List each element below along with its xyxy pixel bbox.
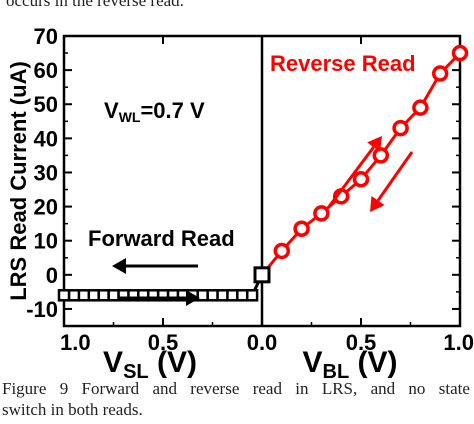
- y-tick-label: 50: [34, 92, 58, 117]
- caption-word: state: [438, 379, 470, 398]
- y-tick-label: -10: [26, 297, 58, 322]
- caption-word: 9: [59, 379, 69, 398]
- y-tick-label: 70: [34, 24, 58, 49]
- caption-word: in: [295, 379, 309, 398]
- forward-read-label: Forward Read: [88, 226, 235, 251]
- caption-line-2: switch in both reads.: [2, 400, 143, 419]
- y-tick-label: 30: [34, 160, 58, 185]
- x-tick-label: 1.0: [60, 330, 91, 355]
- x-tick-label: 1.0: [443, 330, 474, 355]
- x-axis-label-vsl: VSL (V): [103, 346, 197, 380]
- top-caption-fragment: occurs in the reverse read.: [6, 0, 184, 10]
- forward-arrow-left-head: [112, 258, 126, 274]
- forward-read-point: [226, 289, 239, 302]
- forward-read-point: [107, 289, 120, 302]
- reverse-read-point: [293, 220, 310, 238]
- forward-read-point: [67, 289, 81, 302]
- caption-word: reverse: [190, 379, 240, 398]
- reverse-arrow-up-shaft: [326, 146, 375, 209]
- vwl-annotation: VWL=0.7 V: [104, 98, 205, 125]
- forward-read-point: [196, 289, 209, 302]
- forward-read-point: [87, 289, 100, 302]
- caption-line-1: Figure 9 Forward and reverse read in LRS, and no s…: [2, 378, 470, 399]
- figure-caption: Figure 9 Forward and reverse read in LRS, and no s…: [0, 378, 474, 420]
- reverse-arrow-down-head: [370, 195, 385, 212]
- reverse-read-point: [451, 44, 469, 62]
- forward-read-point: [57, 289, 71, 302]
- caption-word: and: [370, 379, 396, 398]
- forward-read-point: [235, 289, 249, 302]
- reverse-arrow-down-shaft: [376, 151, 414, 202]
- caption-word: Figure: [2, 379, 47, 398]
- forward-read-point: [245, 289, 259, 302]
- forward-read-point: [77, 289, 91, 302]
- x-tick-label: 0.5: [346, 330, 377, 355]
- reverse-read-point: [431, 65, 449, 82]
- forward-read-point: [216, 289, 229, 302]
- x-tick-label: 0.5: [148, 330, 179, 355]
- y-tick-label: 40: [34, 126, 58, 151]
- reverse-arrow-up-head: [367, 136, 382, 152]
- forward-arrow-right-head: [186, 290, 200, 306]
- y-axis-label: LRS Read Current (uA): [6, 61, 31, 301]
- caption-word: Forward: [81, 379, 140, 398]
- y-tick-label: 60: [34, 58, 58, 83]
- reverse-read-point: [392, 119, 409, 137]
- reverse-read-point: [372, 147, 390, 164]
- y-tick-label: 20: [34, 195, 58, 220]
- y-tick-label: 10: [34, 229, 58, 254]
- forward-read-point: [253, 266, 271, 284]
- reverse-read-point: [412, 99, 429, 116]
- x-axis-label-vbl: VBL (V): [302, 346, 397, 380]
- caption-word: and: [152, 379, 177, 398]
- caption-word: no: [408, 379, 426, 398]
- forward-read-point: [206, 289, 219, 302]
- reverse-read-label: Reverse Read: [270, 51, 416, 76]
- y-tick-label: 0: [46, 263, 58, 288]
- x-tick-label: 0.0: [247, 330, 278, 355]
- reverse-read-point: [313, 205, 330, 222]
- forward-read-point: [97, 289, 110, 302]
- caption-word: read: [252, 379, 282, 398]
- caption-word: LRS,: [321, 379, 358, 398]
- reverse-read-point: [352, 171, 370, 188]
- reverse-read-point: [273, 242, 291, 260]
